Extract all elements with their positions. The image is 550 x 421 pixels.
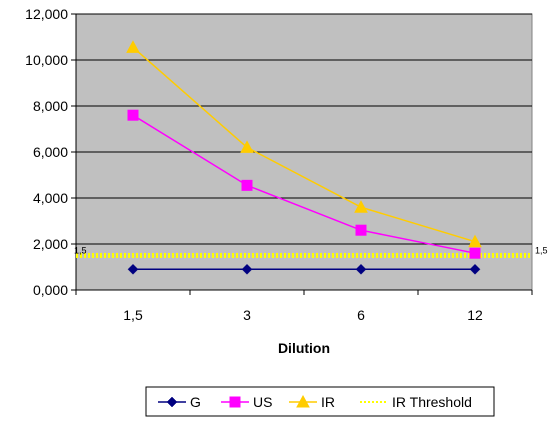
legend-label-ir: IR: [321, 394, 335, 410]
x-axis-ticks: 1,5 3 6 12: [75, 290, 533, 323]
series-us-point: [469, 247, 481, 259]
legend: G US IR IR Threshold: [158, 394, 472, 410]
series-group: [126, 40, 482, 275]
x-tick-label: 6: [357, 307, 365, 323]
legend-box: [145, 386, 495, 417]
y-tick-label: 8,000: [33, 98, 68, 114]
series-ir-line: [132, 46, 476, 243]
series-us-point: [241, 179, 253, 191]
legend-marker-us: [229, 396, 241, 408]
threshold-label-right: 1,5: [535, 246, 548, 256]
y-axis-ticks: 0,000 2,000 4,000 6,000 8,000 10,000 12,000: [25, 6, 76, 298]
series-ir-point: [240, 140, 254, 153]
y-tick-label: 12,000: [25, 6, 68, 22]
x-tick-label: 3: [243, 307, 251, 323]
series-g-point: [241, 263, 253, 275]
legend-marker-g: [166, 396, 178, 408]
series-g-point: [469, 263, 481, 275]
legend-label-us: US: [253, 394, 272, 410]
y-tick-label: 2,000: [33, 236, 68, 252]
legend-label-g: G: [190, 394, 201, 410]
x-tick-label: 1,5: [123, 307, 143, 323]
threshold-label-left: 1,5: [74, 246, 87, 256]
series-ir-point: [468, 234, 482, 248]
series-us-point: [355, 224, 367, 236]
series-ir-point: [354, 200, 368, 213]
x-axis-title: Dilution: [278, 340, 330, 356]
y-tick-label: 0,000: [33, 282, 68, 298]
legend-label-ir-threshold: IR Threshold: [392, 394, 472, 410]
series-us-line: [132, 114, 476, 254]
threshold-line-group: 1,5 1,5: [74, 246, 548, 258]
gridlines: [76, 13, 532, 245]
y-tick-label: 10,000: [25, 52, 68, 68]
series-g-point: [127, 263, 139, 275]
y-tick-label: 4,000: [33, 190, 68, 206]
x-tick-label: 12: [467, 307, 483, 323]
y-tick-label: 6,000: [33, 144, 68, 160]
legend-marker-ir: [296, 394, 310, 408]
series-g-point: [355, 263, 367, 275]
series-ir-point: [126, 40, 140, 53]
series-us-point: [127, 109, 139, 121]
